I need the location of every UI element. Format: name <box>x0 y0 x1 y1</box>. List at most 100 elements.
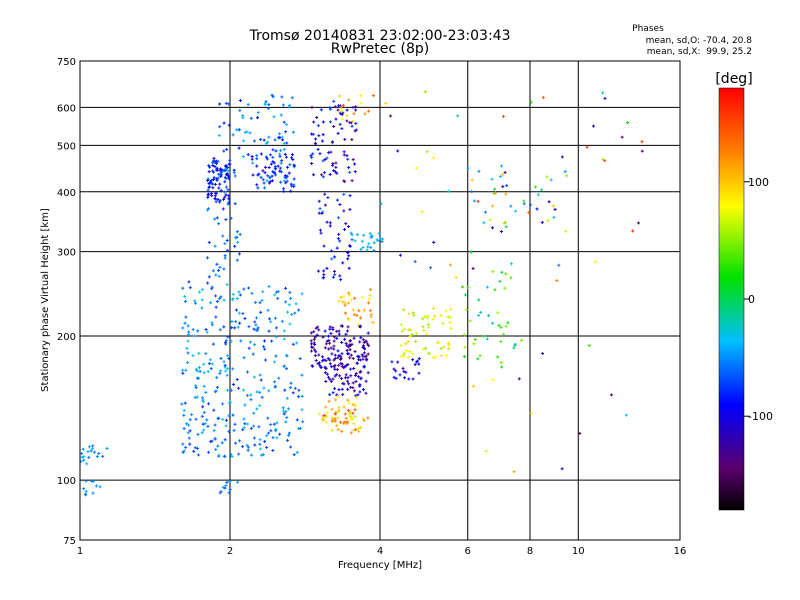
data-point <box>332 169 336 173</box>
data-point <box>340 429 344 433</box>
data-point <box>347 382 351 386</box>
data-point <box>224 338 228 342</box>
data-point <box>216 168 220 172</box>
data-point <box>194 301 198 305</box>
data-point <box>637 221 641 225</box>
data-point <box>211 163 215 167</box>
data-point <box>463 293 467 297</box>
data-point <box>366 245 370 249</box>
data-point <box>234 308 238 312</box>
data-point <box>223 167 227 171</box>
data-point <box>309 339 313 343</box>
data-point <box>428 266 432 270</box>
data-point <box>399 343 403 347</box>
data-point <box>417 371 421 375</box>
data-point <box>207 402 211 406</box>
data-point <box>357 375 361 379</box>
data-point <box>603 96 607 100</box>
data-point <box>241 445 245 449</box>
data-point <box>403 376 407 380</box>
data-point <box>425 316 429 320</box>
data-point <box>341 261 345 265</box>
data-point <box>314 326 318 330</box>
data-point <box>225 373 229 377</box>
data-point <box>219 188 223 192</box>
data-point <box>207 185 211 189</box>
data-point <box>236 480 240 484</box>
data-point <box>267 284 271 288</box>
data-point <box>195 446 199 450</box>
data-point <box>320 139 324 143</box>
data-point <box>351 308 355 312</box>
data-point <box>353 415 357 419</box>
data-point <box>234 319 238 323</box>
data-point <box>364 339 368 343</box>
data-point <box>182 409 186 413</box>
data-point <box>203 422 207 426</box>
data-point <box>196 432 200 436</box>
data-point <box>351 411 355 415</box>
data-point <box>200 414 204 418</box>
data-point <box>401 366 405 370</box>
data-point <box>274 167 278 171</box>
data-point <box>321 120 325 124</box>
data-point <box>230 326 234 330</box>
data-point <box>464 308 468 312</box>
data-point <box>512 346 516 350</box>
data-point <box>276 296 280 300</box>
data-point <box>362 419 366 423</box>
data-point <box>352 112 356 116</box>
data-point <box>204 327 208 331</box>
data-point <box>509 276 513 280</box>
data-point <box>332 347 336 351</box>
data-point <box>215 376 219 380</box>
data-point <box>352 366 356 370</box>
data-point <box>362 351 366 355</box>
data-point <box>182 449 186 453</box>
data-point <box>348 194 352 198</box>
data-point <box>335 198 339 202</box>
data-point <box>226 188 230 192</box>
data-point <box>376 239 380 243</box>
data-point <box>300 373 304 377</box>
data-point <box>400 329 404 333</box>
data-point <box>212 408 216 412</box>
data-point <box>245 443 249 447</box>
data-point <box>321 133 325 137</box>
data-point <box>328 107 332 111</box>
data-point <box>215 166 219 170</box>
data-point <box>601 157 605 161</box>
data-point <box>195 369 199 373</box>
data-point <box>246 102 250 106</box>
data-point <box>333 419 337 423</box>
data-point <box>258 438 262 442</box>
data-point <box>285 353 289 357</box>
data-point <box>262 386 266 390</box>
data-point <box>200 298 204 302</box>
data-point <box>186 351 190 355</box>
data-point <box>331 275 335 279</box>
data-point <box>220 441 224 445</box>
data-point <box>263 339 267 343</box>
data-point <box>287 431 291 435</box>
data-point <box>208 358 212 362</box>
data-point <box>314 350 318 354</box>
data-point <box>289 189 293 193</box>
data-point <box>354 121 358 125</box>
data-point <box>283 388 287 392</box>
data-point <box>328 341 332 345</box>
data-point <box>224 424 228 428</box>
data-point <box>265 179 269 183</box>
data-point <box>491 270 495 274</box>
data-point <box>624 413 628 417</box>
data-point <box>631 229 635 233</box>
data-point <box>271 155 275 159</box>
data-point <box>215 262 219 266</box>
data-point <box>390 360 394 364</box>
data-point <box>292 453 296 457</box>
data-point <box>213 437 217 441</box>
data-point <box>432 156 436 160</box>
data-point <box>478 354 482 358</box>
data-point <box>221 417 225 421</box>
data-point <box>323 346 327 350</box>
